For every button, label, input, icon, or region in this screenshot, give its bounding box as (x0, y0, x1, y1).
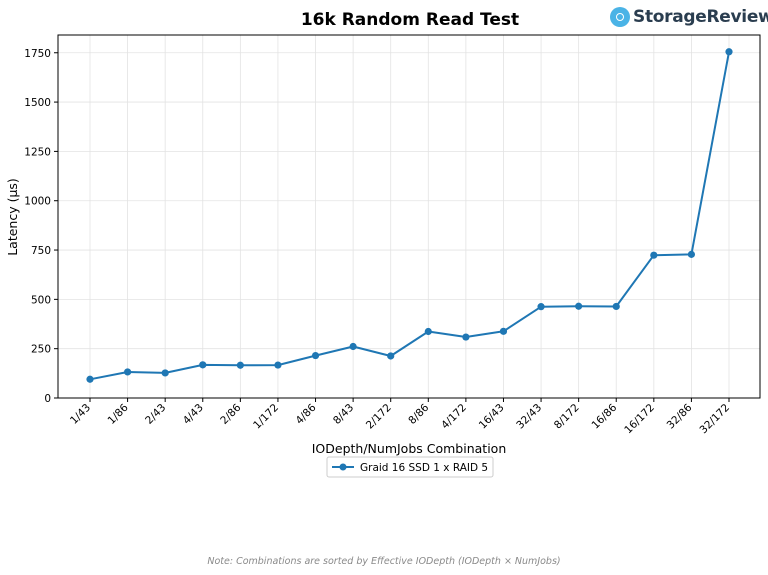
x-tick-label: 32/172 (698, 402, 733, 437)
legend-box (326, 456, 494, 478)
x-tick-label: 2/43 (143, 402, 168, 427)
x-tick-label: 8/43 (331, 402, 356, 427)
x-tick-label: 4/172 (439, 402, 469, 432)
x-tick-label: 4/86 (293, 401, 318, 426)
x-tick-label: 16/86 (589, 401, 619, 431)
data-point (424, 327, 432, 336)
data-point (499, 327, 508, 335)
x-tick-label: 1/86 (106, 401, 131, 426)
x-tick-label: 32/43 (514, 402, 544, 432)
data-point (612, 302, 620, 311)
y-tick-label: 1250 (24, 146, 51, 158)
x-tick-label: 8/172 (552, 402, 582, 432)
data-point (199, 361, 207, 369)
y-tick-label: 0 (44, 393, 51, 405)
x-tick-label: 1/43 (68, 402, 93, 427)
data-point (725, 48, 733, 56)
y-tick-label: 750 (31, 245, 51, 257)
data-point (86, 375, 94, 383)
x-axis: 1/43 1/86 2/43 4/43 2/86 1/172 4/86 8/43 2/172 8/… (68, 398, 732, 436)
data-point (537, 303, 545, 311)
data-point (274, 361, 282, 369)
data-point (575, 302, 583, 310)
x-tick-label: 32/86 (665, 401, 695, 431)
data-point (311, 351, 320, 360)
storagereview-logo-icon (610, 7, 630, 27)
x-tick-label: 16/172 (622, 402, 657, 437)
x-tick-label: 8/86 (406, 401, 431, 426)
plot-area (57, 34, 761, 399)
y-tick-label: 1500 (24, 97, 51, 109)
grid (58, 35, 760, 399)
x-tick-label: 16/43 (477, 402, 507, 432)
data-point (687, 250, 696, 258)
y-tick-label: 1000 (24, 196, 51, 208)
x-tick-label: 4/43 (181, 402, 206, 427)
x-axis-label: IODepth/NumJobs Combination (312, 441, 507, 456)
data-point (161, 369, 169, 377)
data-point (349, 342, 357, 351)
logo-text: StorageReview (633, 7, 768, 27)
series-line (89, 51, 730, 381)
data-point (387, 352, 395, 360)
y-tick-label: 250 (31, 344, 51, 356)
x-tick-label: 2/172 (364, 402, 394, 432)
y-axis: 0 250 500 750 1000 1250 1500 1750 (24, 48, 58, 405)
data-point (462, 333, 470, 341)
legend: Graid 16 SSD 1 x RAID 5 (326, 456, 494, 478)
x-tick-label: 1/172 (251, 402, 281, 432)
data-point (123, 368, 132, 376)
storagereview-logo: StorageReview (610, 6, 768, 28)
legend-marker (339, 463, 347, 471)
y-tick-label: 500 (31, 294, 51, 306)
footnote: Note: Combinations are sorted by Effecti… (207, 556, 561, 567)
data-point (650, 251, 658, 259)
chart-title: 16k Random Read Test (301, 10, 519, 30)
y-axis-label: Latency (µs) (5, 178, 20, 256)
series-layer (86, 48, 733, 383)
x-tick-label: 2/86 (218, 401, 243, 426)
y-tick-label: 1750 (24, 48, 51, 60)
legend-label: Graid 16 SSD 1 x RAID 5 (360, 462, 488, 474)
data-point (236, 361, 244, 369)
